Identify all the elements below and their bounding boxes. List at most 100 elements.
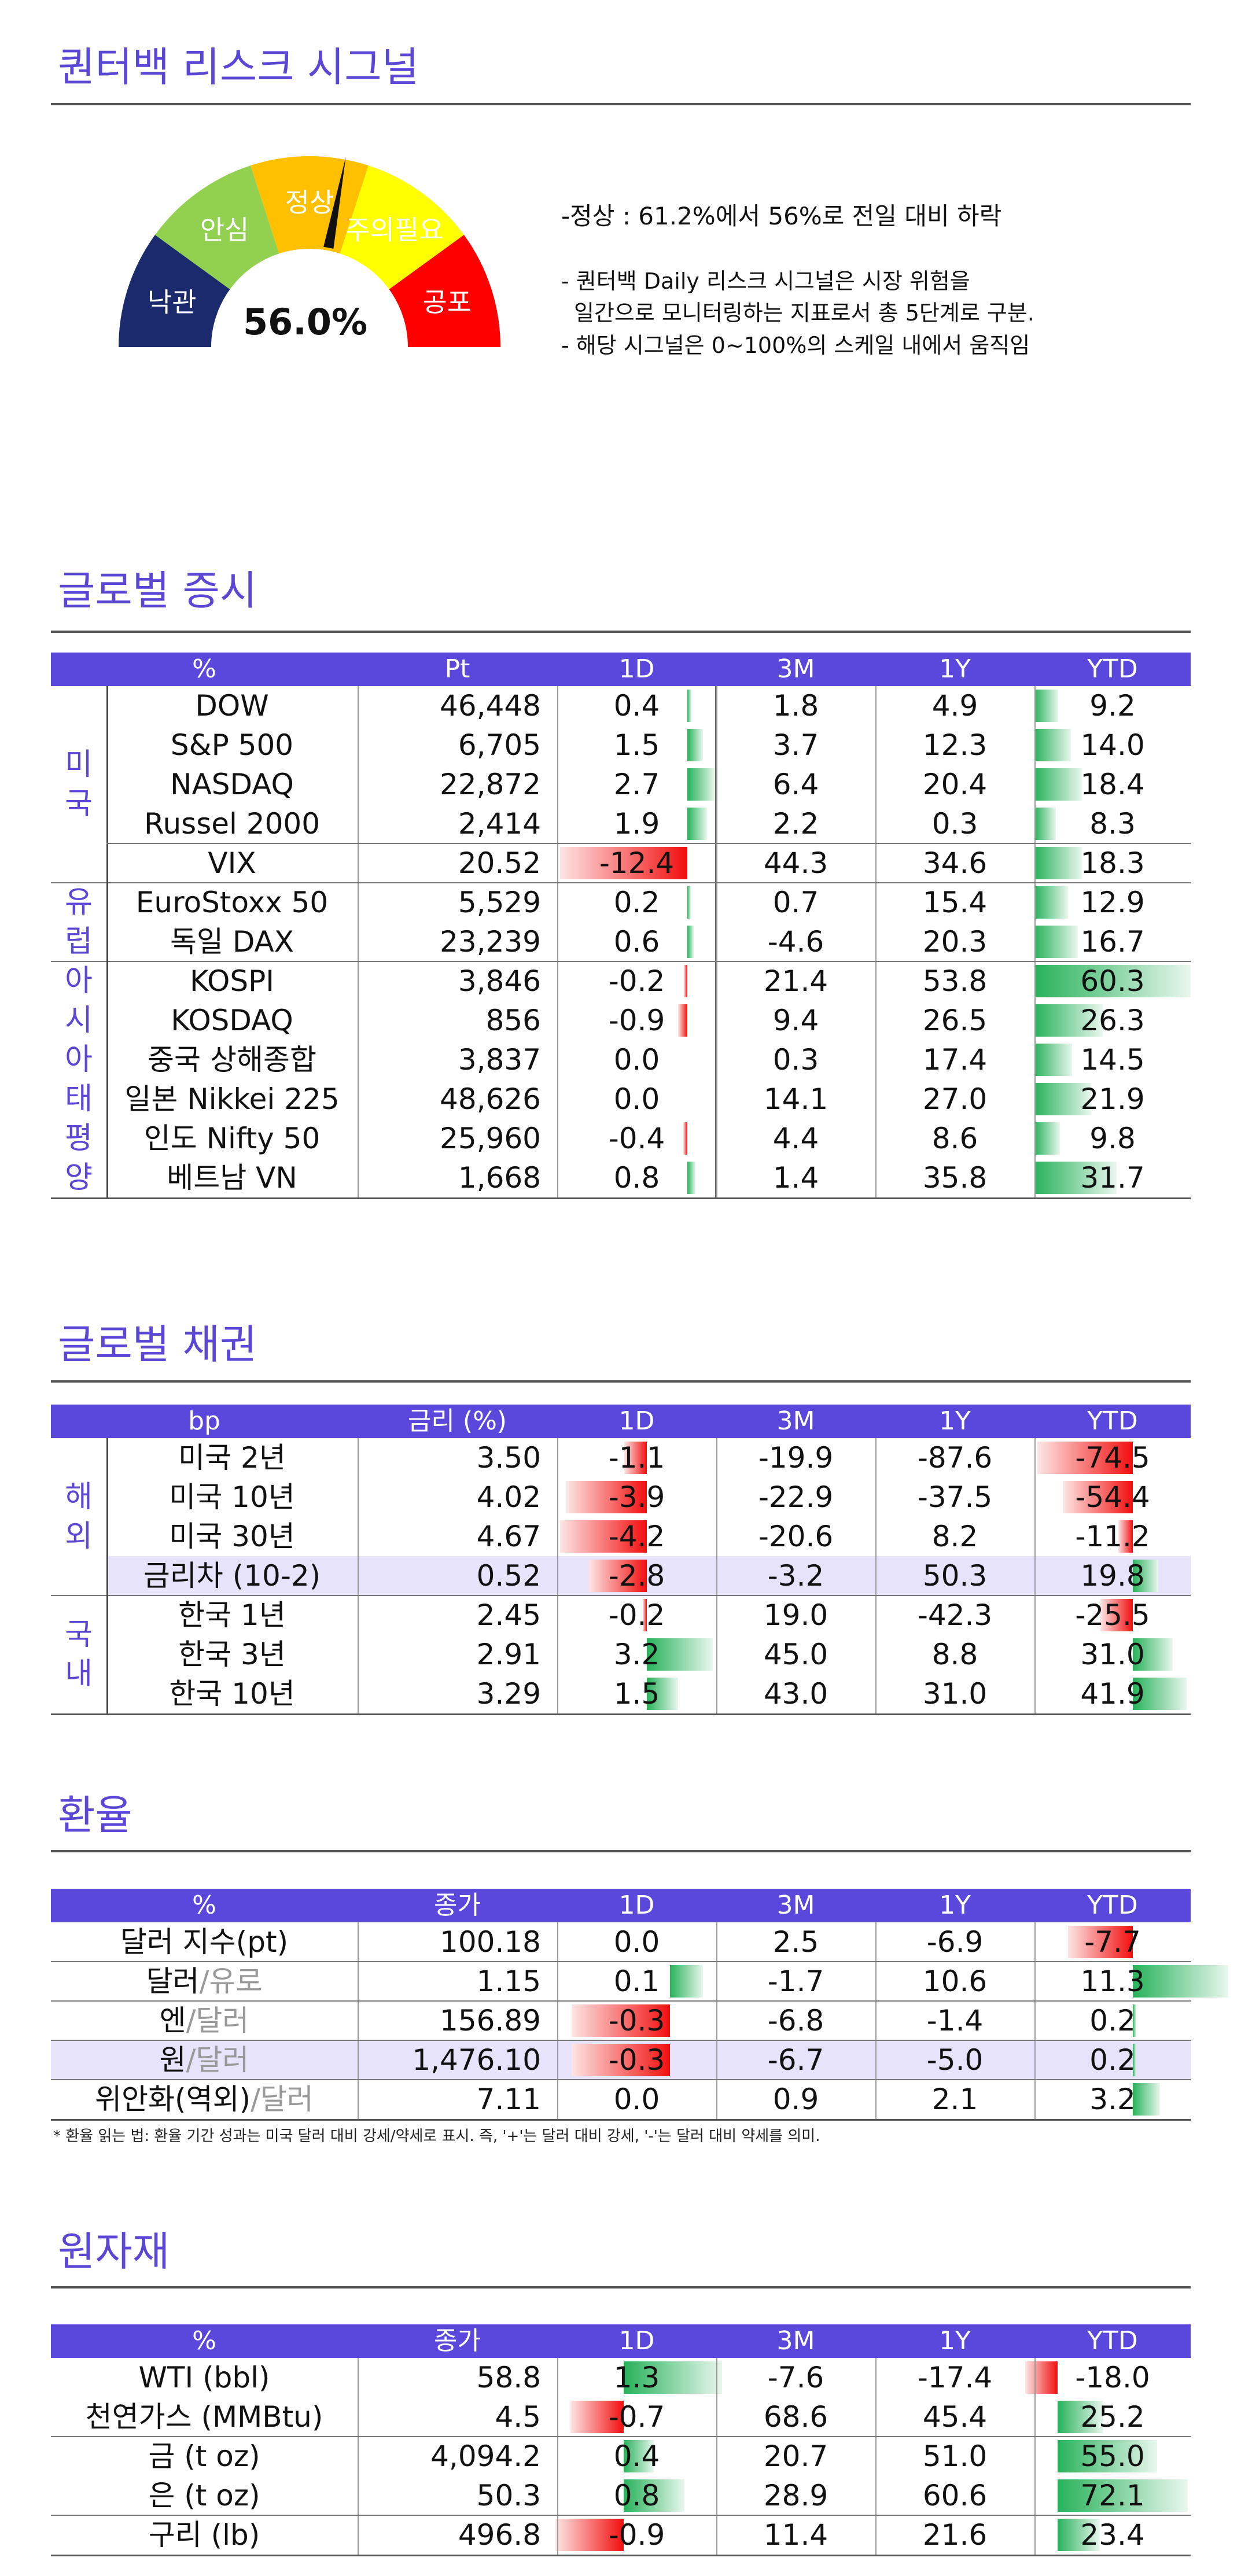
gauge-needle-icon <box>323 156 346 249</box>
price-cell: 2.45 <box>476 1598 541 1632</box>
zone-caution <box>340 165 464 290</box>
row-label: 천연가스 (MMBtu) <box>85 2400 323 2434</box>
table-row: 은 (t oz) 50.3 0.8 28.9 60.6 72.1 <box>51 2476 1191 2515</box>
row-label: 중국 상해종합 <box>148 1043 316 1077</box>
table-bottom-rule <box>51 2119 1191 2121</box>
header-cell: 종가 <box>434 2326 481 2356</box>
header-cell: 1Y <box>939 2326 971 2356</box>
column-divider <box>358 686 359 1197</box>
m3-cell: -19.9 <box>758 1441 834 1475</box>
table-row: 미국 30년 4.67 -4.2 -20.6 8.2 -11.2 <box>51 1517 1191 1556</box>
y1-cell: -42.3 <box>917 1598 993 1632</box>
region-divider <box>106 1438 108 1713</box>
header-cell: 1D <box>618 1406 655 1436</box>
table-row: S&P 500 6,705 1.5 3.7 12.3 14.0 <box>51 725 1191 765</box>
change-bar <box>687 690 692 722</box>
region-char: 국 <box>65 787 93 821</box>
price-cell: 4.5 <box>495 2400 541 2434</box>
row-label: 미국 2년 <box>178 1441 286 1475</box>
fx-quote: /달러 <box>186 2004 249 2037</box>
d1-cell: -0.3 <box>608 2004 665 2037</box>
table-row: 한국 1년 2.45 -0.2 19.0 -42.3 -25.5 <box>51 1595 1191 1635</box>
column-divider <box>875 2358 877 2555</box>
header-cell: 1D <box>618 2326 655 2356</box>
y1-cell: 35.8 <box>922 1161 988 1195</box>
y1-cell: 27.0 <box>922 1082 988 1116</box>
row-divider <box>51 2436 1191 2437</box>
m3-cell: 1.8 <box>772 689 819 723</box>
m3-cell: 9.4 <box>772 1004 819 1037</box>
y1-cell: 4.9 <box>931 689 978 723</box>
region-char: 해 <box>65 1480 93 1514</box>
change-bar <box>1118 1520 1133 1553</box>
column-divider <box>875 1438 877 1713</box>
change-bar <box>647 1638 713 1671</box>
ytd-cell: 16.7 <box>1080 925 1145 959</box>
change-bar <box>687 1162 696 1194</box>
m3-cell: 44.3 <box>763 846 828 880</box>
y1-cell: 15.4 <box>922 886 988 919</box>
fx-title-rule <box>51 1850 1191 1852</box>
price-cell: 5,529 <box>458 886 541 919</box>
y1-cell: -1.4 <box>926 2004 984 2037</box>
row-label: EuroStoxx 50 <box>135 886 329 919</box>
d1-cell: -1.1 <box>608 1441 665 1475</box>
ytd-cell: 31.7 <box>1080 1161 1145 1195</box>
change-bar <box>687 729 703 761</box>
table-row: EuroStoxx 50 5,529 0.2 0.7 15.4 12.9 <box>51 883 1191 922</box>
d1-cell: -0.3 <box>608 2043 665 2077</box>
price-cell: 4.02 <box>476 1480 541 1514</box>
zone-optimism <box>119 235 230 347</box>
change-bar <box>684 965 687 997</box>
header-cell: YTD <box>1087 1406 1138 1436</box>
row-label: Russel 2000 <box>143 807 321 841</box>
m3-cell: 3.7 <box>772 728 819 762</box>
y1-cell: 21.6 <box>922 2518 988 2552</box>
table-row: 금 (t oz) 4,094.2 0.4 20.7 51.0 55.0 <box>51 2437 1191 2476</box>
y1-cell: 45.4 <box>922 2400 988 2434</box>
row-label: VIX <box>208 846 256 880</box>
ytd-cell: 72.1 <box>1080 2479 1145 2512</box>
y1-cell: 12.3 <box>922 728 988 762</box>
price-cell: 7.11 <box>476 2083 541 2116</box>
equity-section-title: 글로벌 증시 <box>58 567 257 614</box>
table-row: 미국 10년 4.02 -3.9 -22.9 -37.5 -54.4 <box>51 1477 1191 1517</box>
row-divider <box>51 2000 1191 2002</box>
column-divider <box>875 1922 877 2119</box>
region-char: 내 <box>65 1657 93 1691</box>
d1-cell: 0.8 <box>613 1161 660 1195</box>
table-row: VIX 20.52 -12.4 44.3 34.6 18.3 <box>51 843 1191 883</box>
column-divider <box>358 2358 359 2555</box>
price-cell: 58.8 <box>476 2361 541 2394</box>
m3-cell: 43.0 <box>763 1677 828 1711</box>
row-label: 한국 10년 <box>169 1677 295 1711</box>
zone-relief <box>155 165 279 290</box>
header-cell: 1Y <box>939 1406 971 1436</box>
ytd-cell: 31.0 <box>1080 1638 1145 1671</box>
d1-cell: 1.3 <box>613 2361 660 2394</box>
row-divider <box>51 2515 1191 2516</box>
group-divider <box>51 1595 1191 1596</box>
price-cell: 23,239 <box>440 925 541 959</box>
row-label: 일본 Nikkei 225 <box>124 1082 340 1116</box>
ytd-cell: 41.9 <box>1080 1677 1145 1711</box>
table-row: 독일 DAX 23,239 0.6 -4.6 20.3 16.7 <box>51 922 1191 961</box>
change-bar <box>1058 2519 1100 2551</box>
m3-cell: 4.4 <box>772 1122 819 1155</box>
change-bar <box>670 1965 703 1998</box>
change-bar <box>687 808 707 840</box>
fx-table-header: % 종가 1D 3M 1Y YTD <box>51 1889 1191 1922</box>
d1-cell: 0.0 <box>613 1043 660 1077</box>
change-bar <box>555 2519 624 2551</box>
price-cell: 3,846 <box>458 964 541 998</box>
bond-table: bp 금리 (%) 1D 3M 1Y YTD 미국 2년 3.50 -1.1 -19.9 -87.6… <box>51 1405 1191 1717</box>
d1-cell: 0.6 <box>613 925 660 959</box>
d1-cell: -0.2 <box>608 1598 665 1632</box>
row-label: 미국 10년 <box>169 1480 295 1514</box>
row-label: 위안화(역외)/달러 <box>51 2080 358 2119</box>
row-label: 금리차 (10-2) <box>143 1559 321 1593</box>
d1-cell: 1.5 <box>613 728 660 762</box>
change-bar <box>687 768 715 801</box>
